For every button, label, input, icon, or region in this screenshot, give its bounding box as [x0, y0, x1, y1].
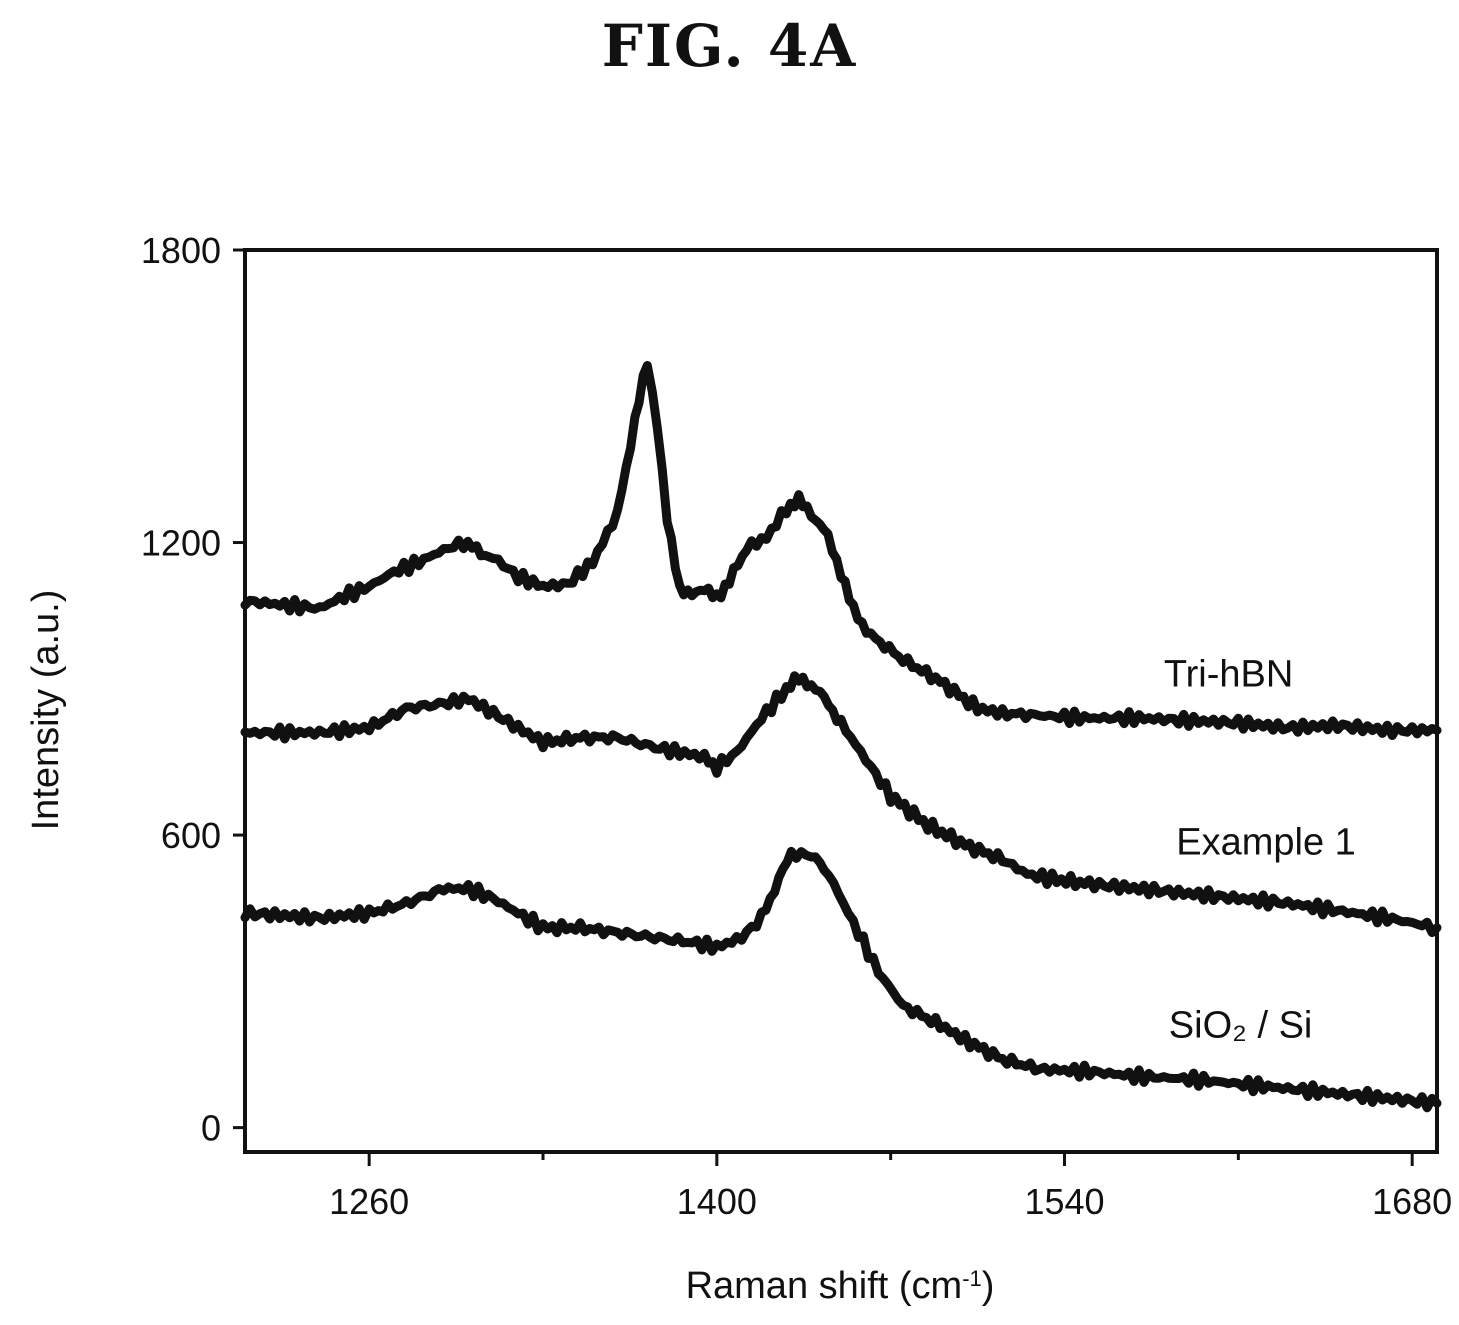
figure-title: FIG. 4A	[601, 12, 858, 80]
x-tick-label: 1540	[1024, 1181, 1104, 1222]
x-axis-title-close: )	[982, 1265, 995, 1307]
y-tick-label: 1800	[141, 230, 221, 271]
series-line-2	[240, 671, 1442, 937]
y-tick-label: 600	[161, 815, 221, 856]
series-labels: Tri-hBN Example 1 SiO₂ / Si	[1164, 653, 1356, 1046]
y-axis-title: Intensity (a.u.)	[25, 590, 67, 831]
series-label-1: Tri-hBN	[1164, 653, 1293, 695]
series-line-1	[240, 361, 1442, 740]
x-axis-title: Raman shift (cm-1)	[686, 1265, 995, 1307]
x-tick-label: 1400	[677, 1181, 757, 1222]
data-curves	[240, 361, 1442, 1113]
x-tick-label: 1260	[329, 1181, 409, 1222]
x-axis-title-superscript: -1	[962, 1266, 982, 1291]
plot-border	[243, 248, 1439, 1154]
series-label-3: SiO₂ / Si	[1169, 1004, 1313, 1046]
x-tick-label: 1680	[1372, 1181, 1452, 1222]
axis-ticks: 0 600 1200 1800 1260 1400 1540 1680	[141, 230, 1452, 1222]
plot-frame	[243, 248, 1439, 1154]
series-label-2: Example 1	[1176, 822, 1356, 864]
series-line-3	[240, 846, 1442, 1113]
y-tick-label: 1200	[141, 523, 221, 564]
y-tick-label: 0	[201, 1108, 221, 1149]
